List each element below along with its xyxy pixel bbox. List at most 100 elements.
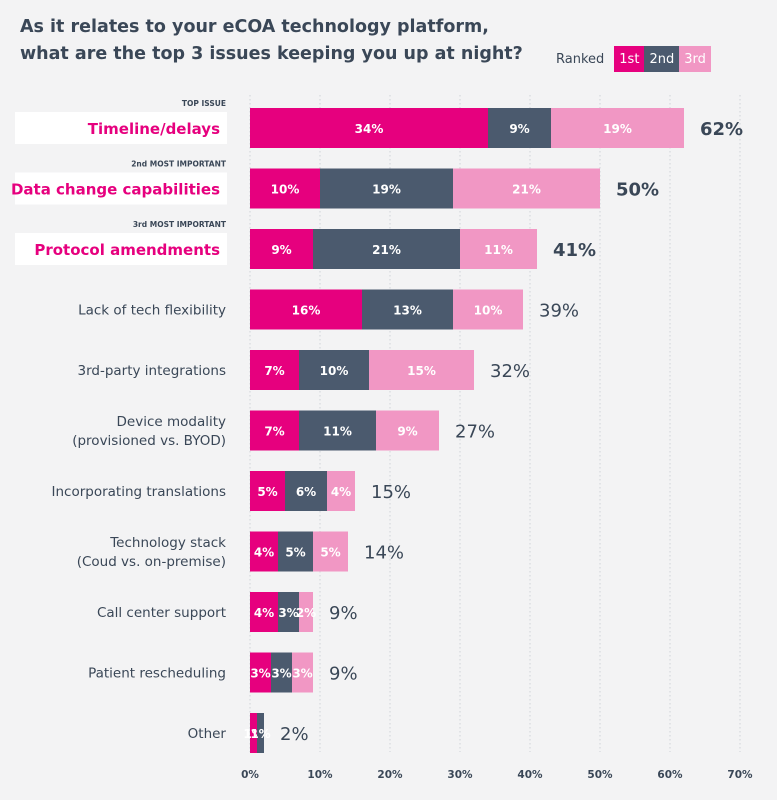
x-tick-label: 40% — [517, 769, 543, 781]
bar-segment-2nd — [285, 471, 327, 511]
bar-segment-1st — [250, 410, 299, 451]
x-tick-label: 0% — [241, 769, 259, 781]
category-label: (provisioned vs. BYOD) — [72, 433, 226, 449]
bar-segment-1st — [250, 531, 278, 572]
bar-value-label: 34% — [355, 122, 384, 136]
category-label-highlight-box — [15, 112, 227, 144]
category-label: Timeline/delays — [88, 120, 220, 138]
legend-item-2nd: 2nd — [644, 46, 680, 72]
bar-total-label: 39% — [539, 301, 579, 322]
category-tag: TOP ISSUE — [182, 99, 226, 108]
bar-segment-2nd — [362, 289, 453, 330]
bar-segment-2nd — [299, 350, 369, 390]
bar-segment-3rd — [327, 471, 355, 511]
legend-item-1st: 1st — [614, 46, 645, 72]
category-label: Call center support — [97, 605, 226, 621]
bar-segment-1st — [250, 229, 313, 269]
bar-total-label: 9% — [329, 603, 358, 624]
bar-value-label: 2% — [296, 606, 316, 620]
bar-total-label: 62% — [700, 119, 743, 140]
bar-value-label: 16% — [292, 304, 321, 318]
bar-segment-2nd — [313, 229, 460, 269]
category-label: Other — [188, 726, 227, 742]
bar-value-label: 1% — [250, 727, 270, 741]
bar-value-label: 3% — [292, 667, 312, 681]
bar-value-label: 7% — [264, 364, 284, 378]
bar-value-label: 21% — [512, 183, 541, 197]
bar-value-label: 19% — [603, 122, 632, 136]
bar-value-label: 4% — [254, 546, 274, 560]
category-label: 3rd-party integrations — [78, 363, 227, 379]
bar-value-label: 4% — [331, 485, 351, 499]
category-tag: 2nd MOST IMPORTANT — [131, 160, 227, 169]
legend-item-3rd: 3rd — [679, 46, 711, 72]
bar-value-label: 9% — [509, 122, 529, 136]
bar-segment-3rd — [460, 229, 537, 269]
chart-title-line-1: As it relates to your eCOA technology pl… — [20, 17, 489, 37]
bar-total-label: 14% — [364, 543, 404, 564]
bar-value-label: 7% — [264, 425, 284, 439]
category-label: Protocol amendments — [34, 241, 220, 259]
bar-value-label: 3% — [250, 667, 270, 681]
legend-label: Ranked — [556, 51, 605, 67]
bar-value-label: 11% — [484, 243, 513, 257]
category-label: Incorporating translations — [51, 484, 226, 500]
x-tick-label: 10% — [307, 769, 333, 781]
bar-segment-3rd — [453, 289, 523, 330]
bar-segment-1st — [250, 471, 285, 511]
chart-title: As it relates to your eCOA technology pl… — [20, 14, 580, 68]
legend: Ranked 1st 2nd 3rd — [556, 46, 711, 72]
category-label-highlight-box — [15, 233, 227, 265]
x-tick-label: 70% — [727, 769, 753, 781]
category-label: Device modality — [117, 414, 227, 430]
bar-value-label: 10% — [320, 364, 349, 378]
category-tag: 3rd MOST IMPORTANT — [133, 220, 227, 229]
x-tick-label: 30% — [447, 769, 473, 781]
bar-total-label: 2% — [280, 724, 309, 745]
bar-value-label: 3% — [271, 667, 291, 681]
category-label: Lack of tech flexibility — [78, 303, 226, 319]
x-tick-label: 60% — [657, 769, 683, 781]
bar-segment-3rd — [292, 652, 313, 693]
bar-segment-2nd — [278, 592, 299, 632]
bar-segment-2nd — [278, 531, 313, 572]
bar-value-label: 9% — [397, 425, 417, 439]
bar-total-label: 27% — [455, 422, 495, 443]
bar-segment-3rd — [376, 410, 439, 451]
category-label: (Coud vs. on-premise) — [77, 554, 226, 570]
category-label: Data change capabilities — [11, 181, 220, 199]
bar-segment-1st — [250, 713, 257, 753]
x-tick-label: 20% — [377, 769, 403, 781]
bar-total-label: 41% — [553, 240, 596, 261]
bar-segment-1st — [250, 592, 278, 632]
bar-value-label: 15% — [407, 364, 436, 378]
bar-segment-1st — [250, 168, 320, 209]
bar-segment-3rd — [369, 350, 474, 390]
bar-segment-1st — [250, 350, 299, 390]
bar-segment-3rd — [313, 531, 348, 572]
bar-value-label: 3% — [278, 606, 298, 620]
bar-value-label: 5% — [257, 485, 277, 499]
x-tick-label: 50% — [587, 769, 613, 781]
bar-segment-2nd — [320, 168, 453, 209]
bar-segment-1st — [250, 289, 362, 330]
bar-segment-2nd — [271, 652, 292, 693]
bar-total-label: 15% — [371, 482, 411, 503]
bar-segment-3rd — [453, 168, 600, 209]
bar-segment-3rd — [551, 108, 684, 148]
category-label: Patient rescheduling — [88, 666, 226, 682]
bar-value-label: 21% — [372, 243, 401, 257]
bar-value-label: 4% — [254, 606, 274, 620]
bar-value-label: 10% — [474, 304, 503, 318]
bar-segment-3rd — [299, 592, 313, 632]
bar-value-label: 5% — [285, 546, 305, 560]
category-label: Technology stack — [109, 535, 226, 551]
bar-total-label: 32% — [490, 361, 530, 382]
bar-value-label: 10% — [271, 183, 300, 197]
bar-value-label: 13% — [393, 304, 422, 318]
bar-segment-2nd — [488, 108, 551, 148]
bar-segment-2nd — [257, 713, 264, 753]
bar-value-label: 9% — [271, 243, 291, 257]
chart-title-line-2: what are the top 3 issues keeping you up… — [20, 44, 523, 64]
